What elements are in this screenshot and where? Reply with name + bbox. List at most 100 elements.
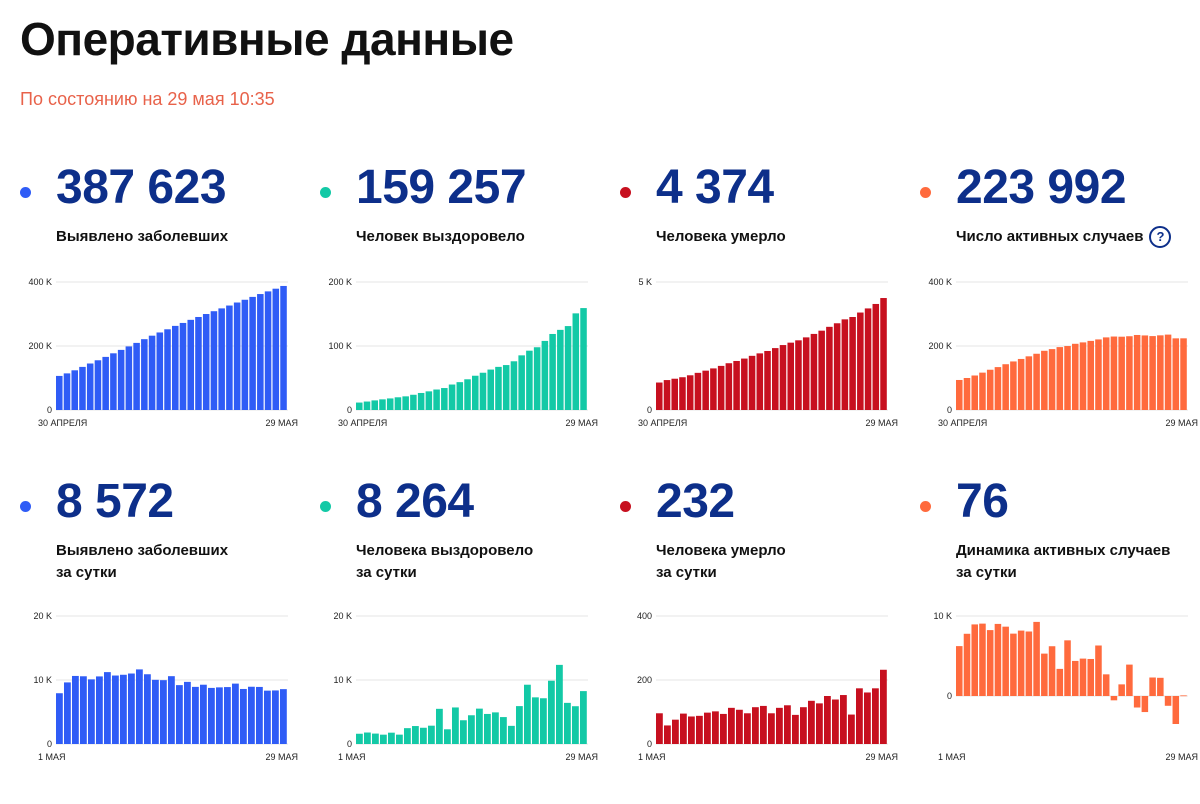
bar (779, 345, 787, 410)
bar (1017, 358, 1025, 410)
bar (356, 402, 363, 410)
bar (479, 372, 487, 410)
bar (200, 684, 207, 744)
bar (380, 734, 387, 744)
x-end-label: 29 МАЯ (1165, 752, 1198, 762)
bar (971, 375, 978, 410)
bar (372, 733, 379, 744)
bar (420, 727, 427, 744)
bar (117, 349, 125, 410)
x-start-label: 30 АПРЕЛЯ (338, 418, 387, 428)
stat-label-line1: Человека умерло (656, 228, 786, 245)
bar (864, 692, 871, 744)
bar (833, 323, 841, 410)
bar (96, 676, 103, 744)
bar (224, 687, 231, 744)
bar (56, 375, 63, 410)
bar (808, 700, 815, 744)
stat-label: Выявлено заболевших (56, 226, 228, 248)
stat-value: 76 (956, 475, 1009, 528)
bar (356, 733, 363, 744)
bar (702, 370, 709, 410)
bar (1180, 338, 1187, 410)
y-tick-label: 0 (47, 739, 52, 749)
bar (818, 330, 825, 410)
bar (963, 377, 971, 410)
bar (1102, 337, 1110, 410)
bar (1149, 677, 1156, 696)
bar (564, 702, 571, 744)
bar (216, 687, 223, 744)
bar (1095, 645, 1102, 696)
bar (736, 709, 743, 744)
x-end-label: 29 МАЯ (865, 418, 898, 428)
x-end-label: 29 МАЯ (565, 418, 598, 428)
bar (832, 699, 839, 744)
chart-active: 0 200 K 400 K 30 АПРЕЛЯ 29 МАЯ (928, 277, 1198, 428)
bar (464, 379, 471, 410)
bar (672, 719, 679, 744)
bar (1079, 658, 1087, 696)
bar (1048, 646, 1056, 696)
bar (88, 679, 95, 744)
bar (580, 308, 587, 410)
bar (1133, 696, 1141, 708)
bar (744, 713, 751, 744)
stat-card-recovered: 159 257 Человек выздоровело 0 100 K 200 K 3… (320, 160, 610, 490)
bar (872, 303, 880, 410)
bar (986, 369, 994, 410)
stat-card-active: 223 992 Число активных случаев? 0 200 K 40… (920, 160, 1200, 490)
bar (456, 382, 464, 410)
bar (508, 725, 515, 744)
stat-value: 387 623 (56, 161, 227, 214)
bar (792, 714, 799, 744)
bar (500, 717, 507, 744)
y-tick-label: 400 (637, 611, 652, 621)
bar (864, 308, 872, 410)
bar (1110, 696, 1118, 701)
y-tick-label: 0 (647, 739, 652, 749)
bar (232, 683, 239, 744)
bar (768, 713, 775, 744)
bar (526, 350, 533, 410)
bar (208, 687, 215, 744)
bar (218, 308, 225, 410)
bar (795, 340, 802, 410)
bar (1017, 630, 1025, 696)
bar (725, 363, 733, 410)
x-end-label: 29 МАЯ (865, 752, 898, 762)
bar (402, 396, 409, 410)
bar (787, 342, 794, 410)
bar (1087, 340, 1094, 410)
y-tick-label: 10 K (333, 675, 352, 685)
stat-card-active-daily: 76 Динамика активных случаев за сутки 0 10… (920, 474, 1200, 804)
bar (141, 339, 148, 410)
bar (671, 378, 678, 410)
bar (800, 707, 807, 744)
bar (548, 680, 555, 744)
bar (1118, 684, 1125, 696)
stat-label-line2: за сутки (56, 564, 117, 581)
bar (112, 675, 119, 744)
bar (179, 322, 187, 410)
bar (264, 690, 271, 744)
bar (712, 711, 719, 744)
bar (994, 623, 1002, 696)
bar (956, 646, 963, 696)
bar (248, 686, 255, 744)
bar (102, 356, 109, 410)
bar (257, 294, 264, 410)
help-icon[interactable]: ? (1149, 226, 1172, 249)
stat-label-line1: Динамика активных случаев (956, 542, 1171, 559)
bar (1041, 350, 1048, 410)
bar (210, 311, 218, 410)
bar (160, 680, 167, 744)
stat-label-line1: Человека умерло (656, 542, 786, 559)
bar (733, 360, 740, 410)
bar (1025, 356, 1033, 410)
bar (532, 697, 539, 744)
stat-value: 4 374 (656, 161, 774, 214)
stat-label-line1: Число активных случаев (956, 228, 1144, 245)
chart-recovered: 0 100 K 200 K 30 АПРЕЛЯ 29 МАЯ (328, 277, 598, 428)
bar (272, 690, 279, 744)
